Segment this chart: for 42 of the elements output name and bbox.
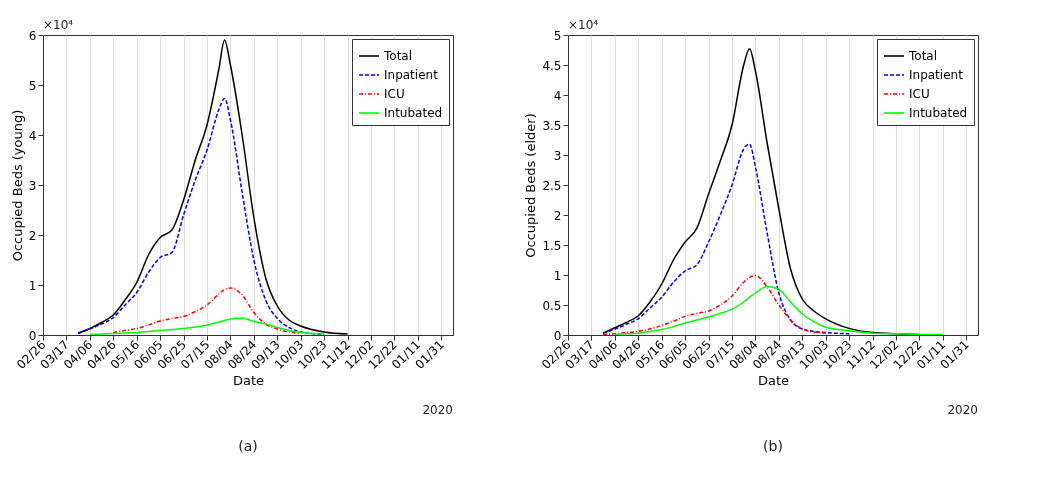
legend-label: ICU bbox=[909, 87, 930, 101]
x-axis-title: Date bbox=[757, 373, 790, 389]
y-tick-label: 0 bbox=[553, 328, 562, 343]
text: (b) bbox=[763, 438, 783, 454]
y-tick-label: 5 bbox=[553, 28, 562, 43]
y-tick-label: 3.5 bbox=[542, 118, 562, 133]
line-series bbox=[602, 143, 850, 335]
y-tick-label: 3 bbox=[553, 148, 562, 163]
y-tick-label: 5 bbox=[28, 78, 37, 93]
line-series bbox=[112, 287, 302, 335]
line-series bbox=[602, 274, 827, 335]
legend-label: Total bbox=[383, 49, 413, 63]
y-tick-label: 2.5 bbox=[542, 178, 562, 193]
legend-label: Total bbox=[908, 49, 938, 63]
line-series bbox=[77, 39, 349, 335]
y-axis-title: Occupied Beds (elder) bbox=[523, 113, 539, 258]
y-tick-label: 2 bbox=[28, 228, 37, 243]
legend-label: Inpatient bbox=[384, 68, 439, 82]
text: ×10⁴ bbox=[568, 18, 599, 32]
text: 2020 bbox=[947, 403, 978, 417]
y-tick-label: 1 bbox=[28, 278, 37, 293]
y-tick-label: 4 bbox=[553, 88, 562, 103]
text: (a) bbox=[238, 438, 258, 454]
y-tick-label: 0 bbox=[28, 328, 37, 343]
y-tick-label: 0.5 bbox=[542, 298, 562, 313]
line-series bbox=[89, 317, 325, 335]
legend-label: Intubated bbox=[384, 106, 443, 120]
text: 2020 bbox=[422, 403, 453, 417]
legend-label: Intubated bbox=[909, 106, 968, 120]
y-tick-label: 4.5 bbox=[542, 58, 562, 73]
y-tick-label: 1 bbox=[553, 268, 562, 283]
y-tick-label: 3 bbox=[28, 178, 37, 193]
legend-label: Inpatient bbox=[909, 68, 964, 82]
y-tick-label: 6 bbox=[28, 28, 37, 43]
y-tick-label: 4 bbox=[28, 128, 37, 143]
y-axis-title: Occupied Beds (young) bbox=[9, 109, 25, 262]
text: ×10⁴ bbox=[43, 18, 74, 32]
line-series bbox=[614, 285, 944, 335]
y-tick-label: 1.5 bbox=[542, 238, 562, 253]
y-tick-label: 2 bbox=[553, 208, 562, 223]
x-axis-title: Date bbox=[232, 373, 265, 389]
legend-label: ICU bbox=[384, 87, 405, 101]
